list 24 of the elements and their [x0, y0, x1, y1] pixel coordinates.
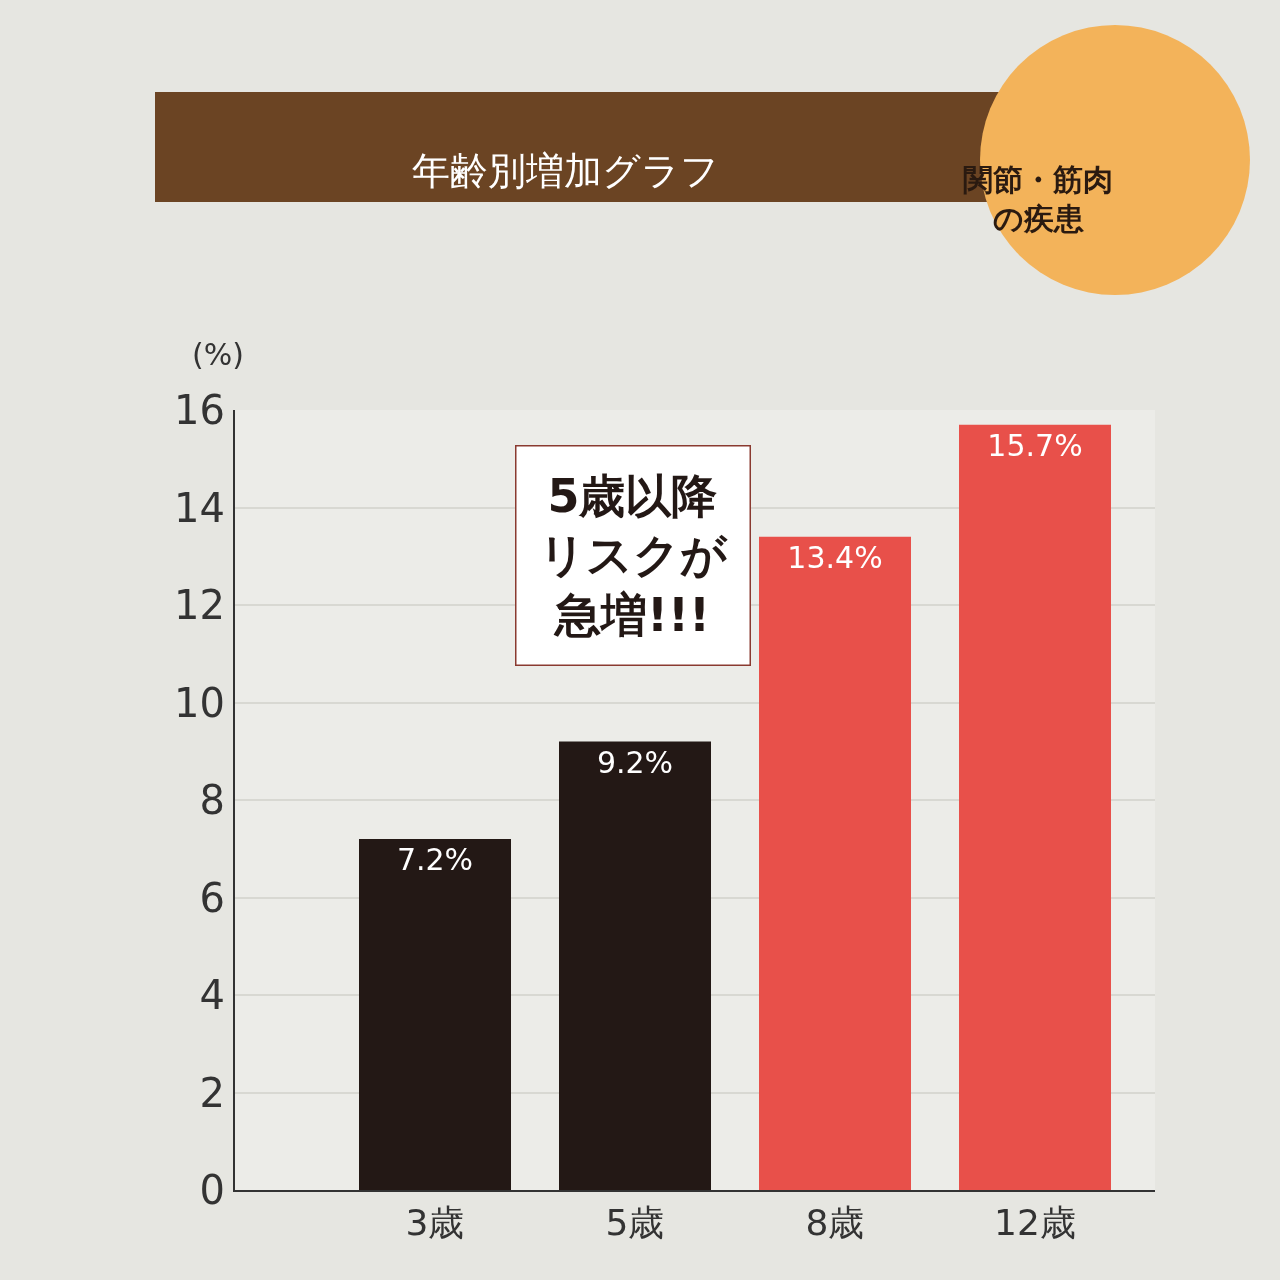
y-tick-label: 14: [174, 484, 225, 531]
y-tick-label: 10: [174, 679, 225, 726]
data-label: 7.2%: [396, 842, 474, 877]
bar: [359, 839, 511, 1190]
y-tick-label: 0: [199, 1167, 225, 1213]
bar: [759, 536, 911, 1190]
data-label: 15.7%: [987, 427, 1083, 463]
y-tick-label: 4: [199, 972, 225, 1018]
x-tick-label: 8歳: [805, 1202, 865, 1244]
y-tick-label: 6: [199, 874, 225, 921]
bar: [959, 424, 1111, 1190]
x-tick-label: 12歳: [994, 1202, 1076, 1244]
chart-title: 年齢別増加グラフ: [412, 149, 719, 193]
annotation: 5歳以降リスクが急増!!!: [538, 468, 728, 643]
y-tick-label: 12: [174, 582, 225, 628]
y-tick-label: 2: [199, 1069, 225, 1116]
y-tick-label: 16: [174, 387, 225, 433]
y-tick-label: 8: [199, 777, 225, 823]
x-tick-label: 5歳: [605, 1202, 665, 1244]
data-label: 13.4%: [787, 539, 883, 575]
y-axis-title: (%): [192, 337, 244, 372]
data-label: 9.2%: [596, 744, 674, 780]
x-tick-label: 3歳: [405, 1202, 465, 1244]
bar: [559, 741, 711, 1190]
